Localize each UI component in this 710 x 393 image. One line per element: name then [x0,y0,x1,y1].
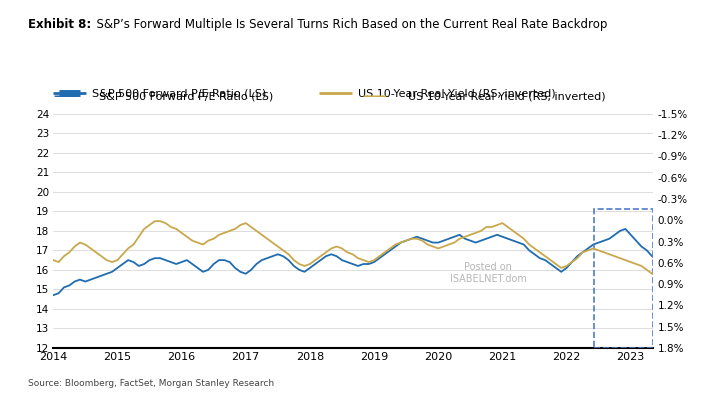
Text: ——: —— [53,90,78,103]
Text: S&P 500 Forward P/E Ratio (LS): S&P 500 Forward P/E Ratio (LS) [92,88,267,98]
Text: Source: Bloomberg, FactSet, Morgan Stanley Research: Source: Bloomberg, FactSet, Morgan Stanl… [28,379,275,388]
Text: S&P 500 Forward P/E Ratio (LS): S&P 500 Forward P/E Ratio (LS) [99,91,273,101]
Text: US 10-Year Real Yield (RS, inverted): US 10-Year Real Yield (RS, inverted) [358,88,556,98]
Text: Exhibit 8:: Exhibit 8: [28,18,92,31]
Bar [594,209,653,348]
Text: ——: —— [362,90,387,103]
Text: S&P’s Forward Multiple Is Several Turns Rich Based on the Current Real Rate Back: S&P’s Forward Multiple Is Several Turns … [89,18,607,31]
Text: Posted on
ISABELNET.dom: Posted on ISABELNET.dom [449,262,527,284]
Text: US 10-Year Real Yield (RS, inverted): US 10-Year Real Yield (RS, inverted) [408,91,606,101]
